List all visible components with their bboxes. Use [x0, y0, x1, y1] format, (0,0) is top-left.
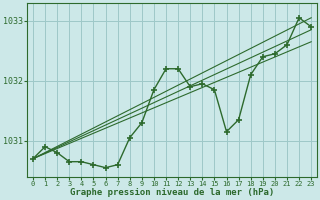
X-axis label: Graphe pression niveau de la mer (hPa): Graphe pression niveau de la mer (hPa)	[70, 188, 274, 197]
